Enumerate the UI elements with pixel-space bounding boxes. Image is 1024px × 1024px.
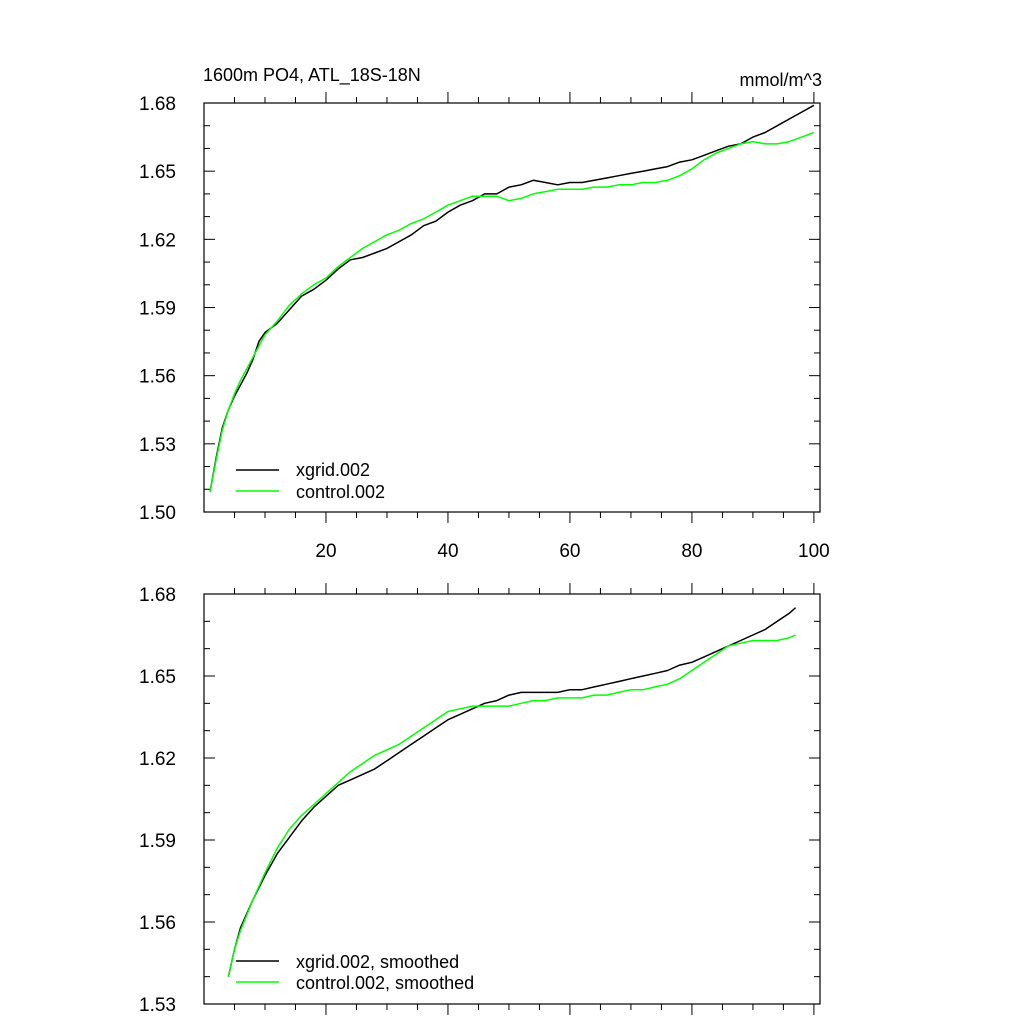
y-tick-label: 1.53	[139, 435, 176, 456]
legend-label-xgrid-smoothed: xgrid.002, smoothed	[296, 952, 459, 972]
top-panel: 1600m PO4, ATL_18S-18N mmol/m^3 1.50 1.53…	[139, 65, 830, 562]
x-tick-label: 100	[798, 541, 830, 562]
bottom-panel: 1.53 1.56 1.59 1.62 1.65 1.68 xgrid.002, smoo…	[139, 583, 821, 1016]
y-tick-label: 1.53	[139, 995, 176, 1016]
series-line-control-002-smoothed	[227, 634, 796, 977]
y-tick-label: 1.62	[139, 749, 176, 770]
ticks-bottom: 1.53 1.56 1.59 1.62 1.65 1.68	[139, 583, 820, 1016]
legend-label-xgrid: xgrid.002	[296, 460, 370, 480]
chart-title-left: 1600m PO4, ATL_18S-18N	[203, 65, 421, 86]
y-tick-label: 1.50	[139, 503, 176, 524]
x-tick-label: 40	[437, 541, 458, 562]
y-tick-label: 1.68	[139, 585, 176, 606]
x-tick-label: 60	[559, 541, 580, 562]
series-bottom	[227, 607, 797, 977]
legend-bottom: xgrid.002, smoothed control.002, smoothe…	[236, 952, 474, 993]
y-tick-label: 1.65	[139, 162, 176, 183]
chart-units-label: mmol/m^3	[740, 70, 822, 90]
y-tick-label: 1.56	[139, 913, 176, 934]
legend-label-control-smoothed: control.002, smoothed	[296, 973, 474, 993]
y-tick-label: 1.65	[139, 667, 176, 688]
series-top	[209, 104, 815, 492]
y-tick-label: 1.62	[139, 230, 176, 251]
y-tick-label: 1.59	[139, 299, 176, 320]
y-tick-label: 1.56	[139, 367, 176, 388]
series-line-xgrid-002-smoothed	[227, 607, 797, 977]
legend-top: xgrid.002 control.002	[236, 460, 385, 502]
ticks-top: 1.50 1.53 1.56 1.59 1.62 1.65 1.68 20 40 60 80 100	[139, 92, 830, 562]
series-line-control-002	[209, 131, 815, 492]
plot-frame-bottom	[203, 593, 821, 1005]
plot-frame-top	[203, 102, 821, 513]
y-tick-label: 1.59	[139, 831, 176, 852]
y-tick-label: 1.68	[139, 94, 176, 115]
legend-label-control: control.002	[296, 482, 385, 502]
x-tick-label: 80	[681, 541, 702, 562]
x-tick-label: 20	[315, 541, 336, 562]
series-line-xgrid-002	[209, 104, 815, 492]
